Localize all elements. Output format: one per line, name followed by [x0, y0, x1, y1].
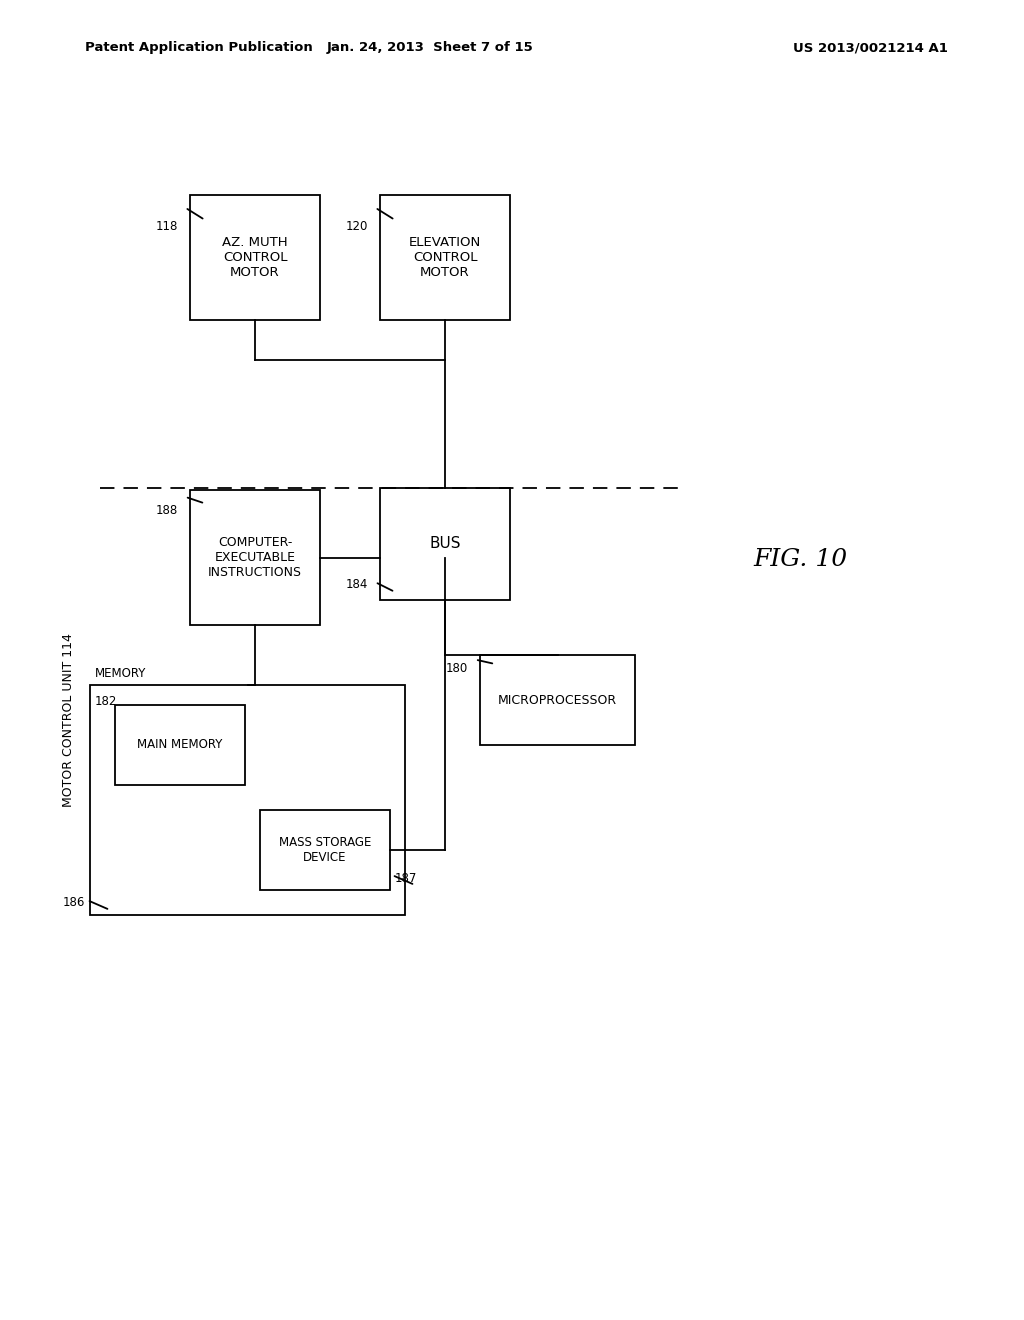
Bar [190, 490, 319, 624]
Text: MICROPROCESSOR: MICROPROCESSOR [498, 693, 617, 706]
Bar [115, 705, 245, 785]
Text: MEMORY: MEMORY [95, 667, 146, 680]
Text: 187: 187 [395, 871, 418, 884]
Text: FIG. 10: FIG. 10 [753, 549, 847, 572]
Text: 180: 180 [445, 663, 468, 675]
Text: MASS STORAGE
DEVICE: MASS STORAGE DEVICE [279, 836, 371, 865]
Text: MOTOR CONTROL UNIT 114: MOTOR CONTROL UNIT 114 [61, 634, 75, 807]
Text: 188: 188 [156, 504, 178, 516]
Text: ELEVATION
CONTROL
MOTOR: ELEVATION CONTROL MOTOR [409, 236, 481, 279]
Text: BUS: BUS [429, 536, 461, 552]
Text: 118: 118 [156, 219, 178, 232]
Bar [190, 195, 319, 319]
Text: COMPUTER-
EXECUTABLE
INSTRUCTIONS: COMPUTER- EXECUTABLE INSTRUCTIONS [208, 536, 302, 579]
Bar [480, 655, 635, 744]
Bar [380, 488, 510, 601]
Text: Patent Application Publication: Patent Application Publication [85, 41, 312, 54]
Text: 182: 182 [95, 696, 118, 708]
Text: US 2013/0021214 A1: US 2013/0021214 A1 [793, 41, 947, 54]
Text: Jan. 24, 2013  Sheet 7 of 15: Jan. 24, 2013 Sheet 7 of 15 [327, 41, 534, 54]
Text: 120: 120 [346, 219, 368, 232]
Bar [380, 195, 510, 319]
Text: MAIN MEMORY: MAIN MEMORY [137, 738, 222, 751]
Bar [90, 685, 406, 915]
Text: 184: 184 [346, 578, 368, 591]
Text: 186: 186 [62, 896, 85, 909]
Text: AZ. MUTH
CONTROL
MOTOR: AZ. MUTH CONTROL MOTOR [222, 236, 288, 279]
Bar [260, 810, 390, 890]
